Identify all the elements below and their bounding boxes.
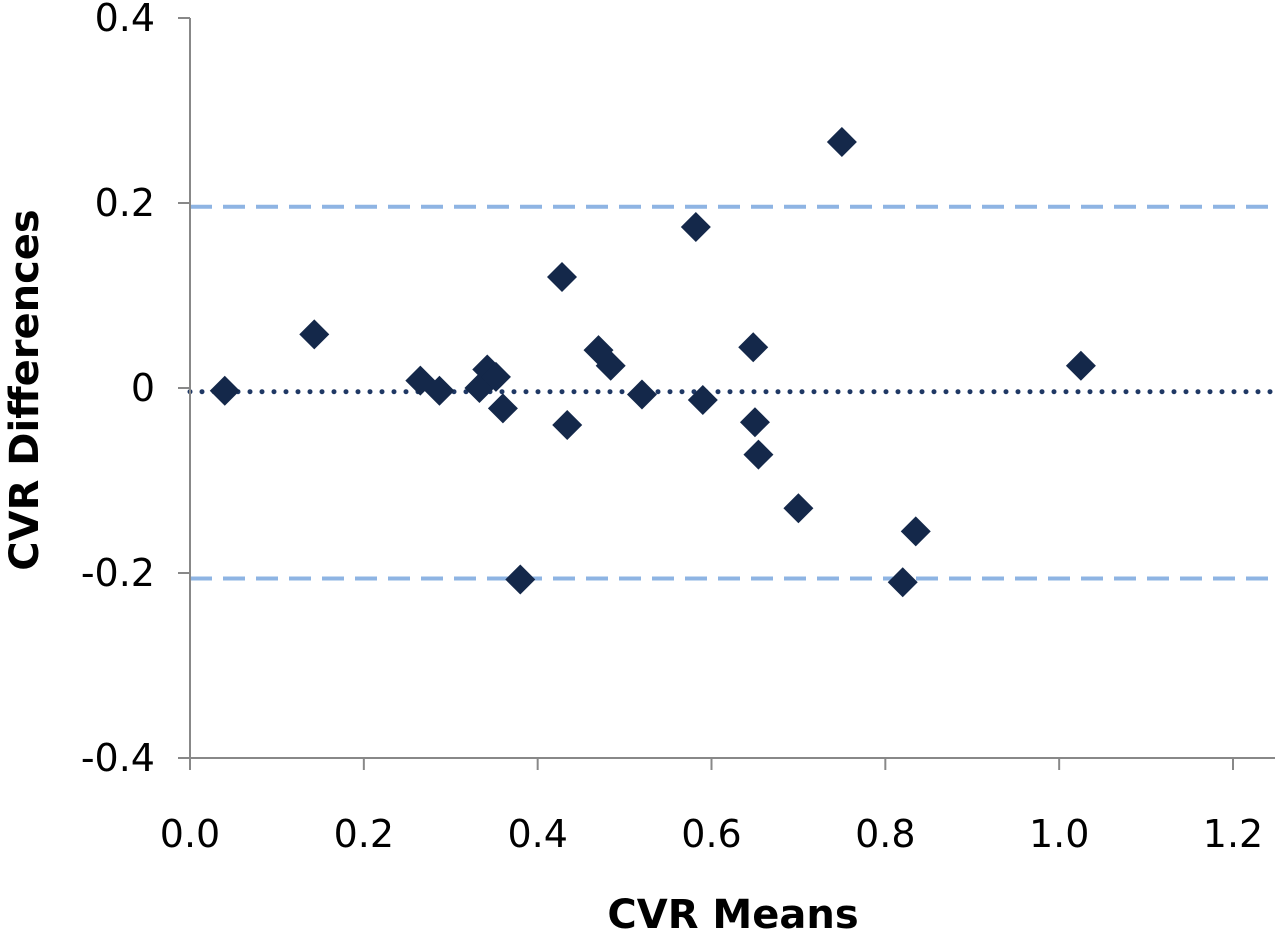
reference-lines <box>187 204 1278 581</box>
x-tick-label: 1.0 <box>1029 812 1089 856</box>
x-axis-ticks: 0.0 0.2 0.4 0.6 0.8 1.0 1.2 <box>160 758 1263 856</box>
data-point <box>595 350 626 381</box>
data-point <box>209 375 240 406</box>
x-tick-label: 0.2 <box>334 812 394 856</box>
x-tick-label: 0.8 <box>855 812 915 856</box>
data-points <box>209 126 1096 598</box>
data-point <box>783 493 814 524</box>
data-point <box>687 385 718 416</box>
data-point <box>743 439 774 470</box>
x-axis-title: CVR Means <box>607 892 858 934</box>
data-point <box>547 262 578 292</box>
data-point <box>299 319 330 350</box>
data-point <box>487 393 518 424</box>
data-point <box>505 564 536 595</box>
x-tick-label: 0.0 <box>160 812 220 856</box>
y-axis-title: CVR Differences <box>2 209 48 570</box>
y-axis-ticks: 0.4 0.2 0 -0.2 -0.4 <box>81 0 190 780</box>
data-point <box>738 332 769 363</box>
y-tick-label: 0.2 <box>95 181 155 225</box>
data-point <box>552 410 583 440</box>
y-tick-label: -0.4 <box>81 736 155 780</box>
y-tick-label: 0.4 <box>95 0 155 40</box>
x-tick-label: 0.4 <box>507 812 567 856</box>
data-point <box>739 407 770 438</box>
data-point <box>887 567 918 598</box>
data-point <box>900 516 931 547</box>
x-tick-label: 0.6 <box>681 812 741 856</box>
data-point <box>826 126 857 157</box>
data-point <box>424 375 455 406</box>
data-point <box>1065 350 1096 381</box>
y-tick-label: -0.2 <box>81 551 155 595</box>
y-tick-label: 0 <box>131 366 155 410</box>
data-point <box>626 379 657 410</box>
data-point <box>680 212 711 243</box>
x-tick-label: 1.2 <box>1203 812 1263 856</box>
data-point <box>480 361 511 392</box>
